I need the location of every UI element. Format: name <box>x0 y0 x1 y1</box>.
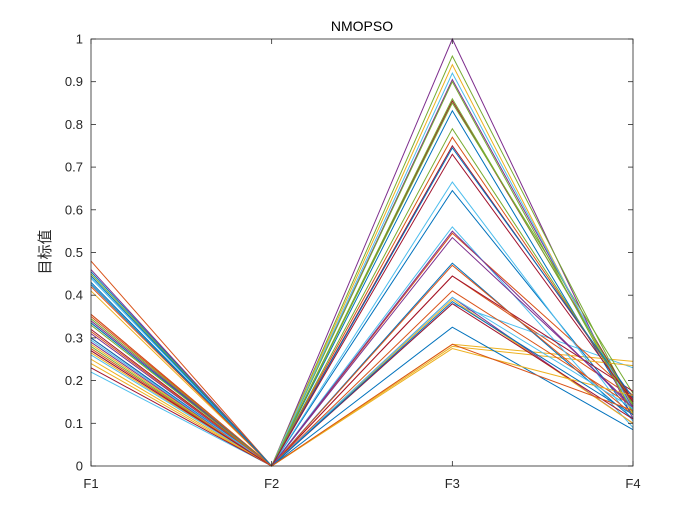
series-line-26 <box>90 80 634 467</box>
series-line-16 <box>90 290 634 467</box>
series-line-36 <box>90 275 634 467</box>
series-line-27 <box>90 72 634 467</box>
series-line-19 <box>90 102 634 467</box>
series-line-15 <box>90 262 634 467</box>
series-line-25 <box>90 236 634 467</box>
series-line-29 <box>90 146 634 467</box>
x-tick-label: F1 <box>83 476 98 491</box>
series-line-20 <box>90 226 634 467</box>
series-line-1 <box>90 109 634 467</box>
series-line-12 <box>90 127 634 467</box>
chart-title: NMOPSO <box>331 18 393 34</box>
y-tick-label: 0.1 <box>65 416 83 431</box>
y-tick-label: 0.7 <box>65 160 83 175</box>
y-tick-label: 0 <box>76 459 83 474</box>
x-tick-label: F4 <box>625 476 640 491</box>
series-line-37 <box>90 331 634 467</box>
x-tick-label: F2 <box>264 476 279 491</box>
series-line-17 <box>90 63 634 467</box>
x-tick-label: F3 <box>445 476 460 491</box>
series-line-28 <box>90 303 634 467</box>
tick-layer: 0 0.1 0.2 0.3 0.4 0.5 0.6 0.7 0.8 0.9 1 F1 F2 F3 F4 <box>65 32 641 492</box>
series-layer <box>90 37 634 467</box>
y-axis-label: 目标值 <box>36 229 54 274</box>
series-line-34 <box>90 296 634 467</box>
series-line-23 <box>90 136 634 467</box>
series-line-4 <box>90 37 634 467</box>
y-tick-label: 0.9 <box>65 74 83 89</box>
series-line-30 <box>90 264 634 467</box>
series-line-33 <box>90 97 634 467</box>
series-line-32 <box>90 230 634 467</box>
series-line-35 <box>90 153 634 467</box>
y-tick-label: 0.5 <box>65 245 83 260</box>
y-tick-label: 0.4 <box>65 288 83 303</box>
y-tick-label: 0.2 <box>65 373 83 388</box>
series-line-22 <box>90 322 634 467</box>
series-line-9 <box>90 232 634 467</box>
series-line-10 <box>90 345 634 467</box>
series-line-31 <box>90 348 634 467</box>
y-tick-label: 1 <box>76 32 83 47</box>
y-tick-label: 0.8 <box>65 117 83 132</box>
y-tick-label: 0.3 <box>65 330 83 345</box>
series-line-8 <box>90 189 634 467</box>
y-tick-label: 0.6 <box>65 202 83 217</box>
